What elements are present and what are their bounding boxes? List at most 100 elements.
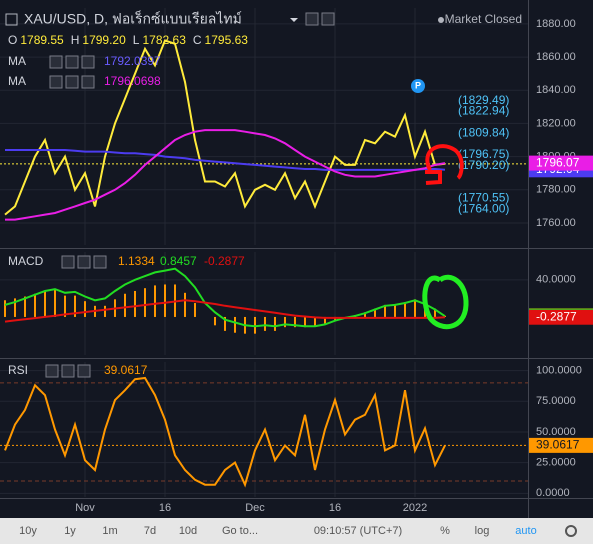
legend-value: 1796.0698 xyxy=(104,74,161,88)
histogram-bar xyxy=(144,288,146,317)
histogram-bar xyxy=(304,316,306,328)
level-label: (1822.94) xyxy=(458,104,509,118)
histogram-bar xyxy=(14,298,16,317)
series-line xyxy=(4,39,446,216)
histogram-bar xyxy=(74,295,76,317)
histogram-bar xyxy=(184,292,186,317)
icon[interactable] xyxy=(61,364,75,378)
histogram-bar xyxy=(324,316,326,324)
icon[interactable] xyxy=(77,364,91,378)
eye-icon[interactable] xyxy=(305,12,319,26)
y-tick-label: 1860.00 xyxy=(536,51,576,63)
histogram-bar xyxy=(34,293,36,317)
event-badge-icon: P xyxy=(415,80,421,90)
histogram-bar xyxy=(264,316,266,331)
scale-option[interactable]: log xyxy=(475,525,490,537)
last-value-label: -0.2877 xyxy=(536,309,577,323)
last-value-label: 39.0617 xyxy=(536,438,580,452)
histogram-bar xyxy=(284,316,286,328)
market-status: Market Closed xyxy=(445,12,522,26)
y-tick-label: 0.0000 xyxy=(536,487,570,499)
last-value-box xyxy=(529,155,593,171)
event-badge[interactable] xyxy=(411,79,425,93)
series-line xyxy=(4,267,446,328)
plot-layer: Nov 16 Dec 16 2022 1880.00 1860.00 1840.00 1820.… xyxy=(0,8,593,514)
icon[interactable] xyxy=(65,55,79,69)
histogram-bar xyxy=(444,315,446,317)
scale-option[interactable]: auto xyxy=(515,525,536,537)
legend-value: -0.2877 xyxy=(204,254,245,268)
range-button[interactable]: 10d xyxy=(179,525,197,537)
histogram-bar xyxy=(164,284,166,317)
histogram-bar xyxy=(84,301,86,317)
icon[interactable] xyxy=(49,75,63,89)
histogram-bar xyxy=(394,303,396,317)
icon[interactable] xyxy=(81,75,95,89)
ohlc-value: 1799.20 xyxy=(82,33,126,47)
scale-option[interactable]: % xyxy=(440,525,450,537)
legend-icons xyxy=(45,55,107,378)
y-tick-label: 100.0000 xyxy=(536,364,582,376)
clock: 09:10:57 (UTC+7) xyxy=(314,525,402,537)
symbol-title: XAU/USD, D, ฟอเร็กซ์แบบเรียลไทม์ xyxy=(24,10,242,27)
icon[interactable] xyxy=(81,55,95,69)
histogram-bar xyxy=(314,316,316,327)
last-value-label: 1796.07 xyxy=(536,155,580,169)
ohlc-label: L xyxy=(133,33,140,47)
ohlc-label: H xyxy=(71,33,80,47)
legend-label: MA xyxy=(8,54,26,68)
icon[interactable] xyxy=(93,255,107,269)
histogram-bar xyxy=(434,308,436,317)
histogram-bar xyxy=(54,290,56,317)
collapse-icon[interactable] xyxy=(5,13,18,26)
y-tick-label: 25.0000 xyxy=(536,457,576,469)
x-tick-label: Nov xyxy=(75,502,95,514)
series-line xyxy=(5,149,446,171)
y-tick-label: 50.0000 xyxy=(536,426,576,438)
dropdown-arrow[interactable] xyxy=(290,18,298,22)
histogram-bar xyxy=(24,296,26,317)
icon[interactable] xyxy=(49,55,63,69)
range-button[interactable]: 7d xyxy=(144,525,156,537)
ohlc-value: 1782.63 xyxy=(142,33,186,47)
level-label: (1809.84) xyxy=(458,125,509,139)
range-button[interactable]: 10y xyxy=(19,525,37,537)
histogram-bar xyxy=(404,302,406,317)
icon[interactable] xyxy=(45,364,59,378)
settings-button[interactable] xyxy=(565,525,577,537)
histogram-bar xyxy=(134,290,136,317)
legend-value: 1792.0397 xyxy=(104,54,161,68)
series-line xyxy=(4,299,446,323)
y-tick-label: 1780.00 xyxy=(536,184,576,196)
level-label: (1790.20) xyxy=(458,158,509,172)
last-value-box xyxy=(529,437,593,453)
x-tick-label: 16 xyxy=(159,502,171,514)
histogram-bar xyxy=(224,316,226,331)
status-dot xyxy=(438,17,444,23)
histogram-bar xyxy=(194,303,196,317)
range-button[interactable]: 1y xyxy=(64,525,76,537)
histogram-bar xyxy=(374,308,376,317)
ohlc-label: O xyxy=(8,33,17,47)
histogram-bar xyxy=(64,295,66,317)
settings-icon[interactable] xyxy=(321,12,335,26)
y-tick-label: 40.0000 xyxy=(536,274,576,286)
x-tick-label: 2022 xyxy=(403,502,427,514)
icon[interactable] xyxy=(65,75,79,89)
ohlc-row: O 1789.55 H 1799.20 L 1782.63 C 1795.63 xyxy=(8,33,248,47)
x-tick-label: Dec xyxy=(245,502,265,514)
histogram-bar xyxy=(44,290,46,317)
icon[interactable] xyxy=(61,255,75,269)
range-button[interactable]: 1m xyxy=(102,525,117,537)
histogram-bar xyxy=(274,316,276,331)
histogram-bar xyxy=(4,300,6,317)
histogram-bar xyxy=(364,312,366,317)
icon[interactable] xyxy=(77,255,91,269)
hand-drawn-mark xyxy=(422,274,469,330)
pane-title: RSI xyxy=(8,363,28,377)
ohlc-value: 1795.63 xyxy=(205,33,249,47)
histogram-bar xyxy=(154,285,156,317)
histogram-bar xyxy=(384,304,386,317)
goto-button[interactable]: Go to... xyxy=(222,525,258,537)
